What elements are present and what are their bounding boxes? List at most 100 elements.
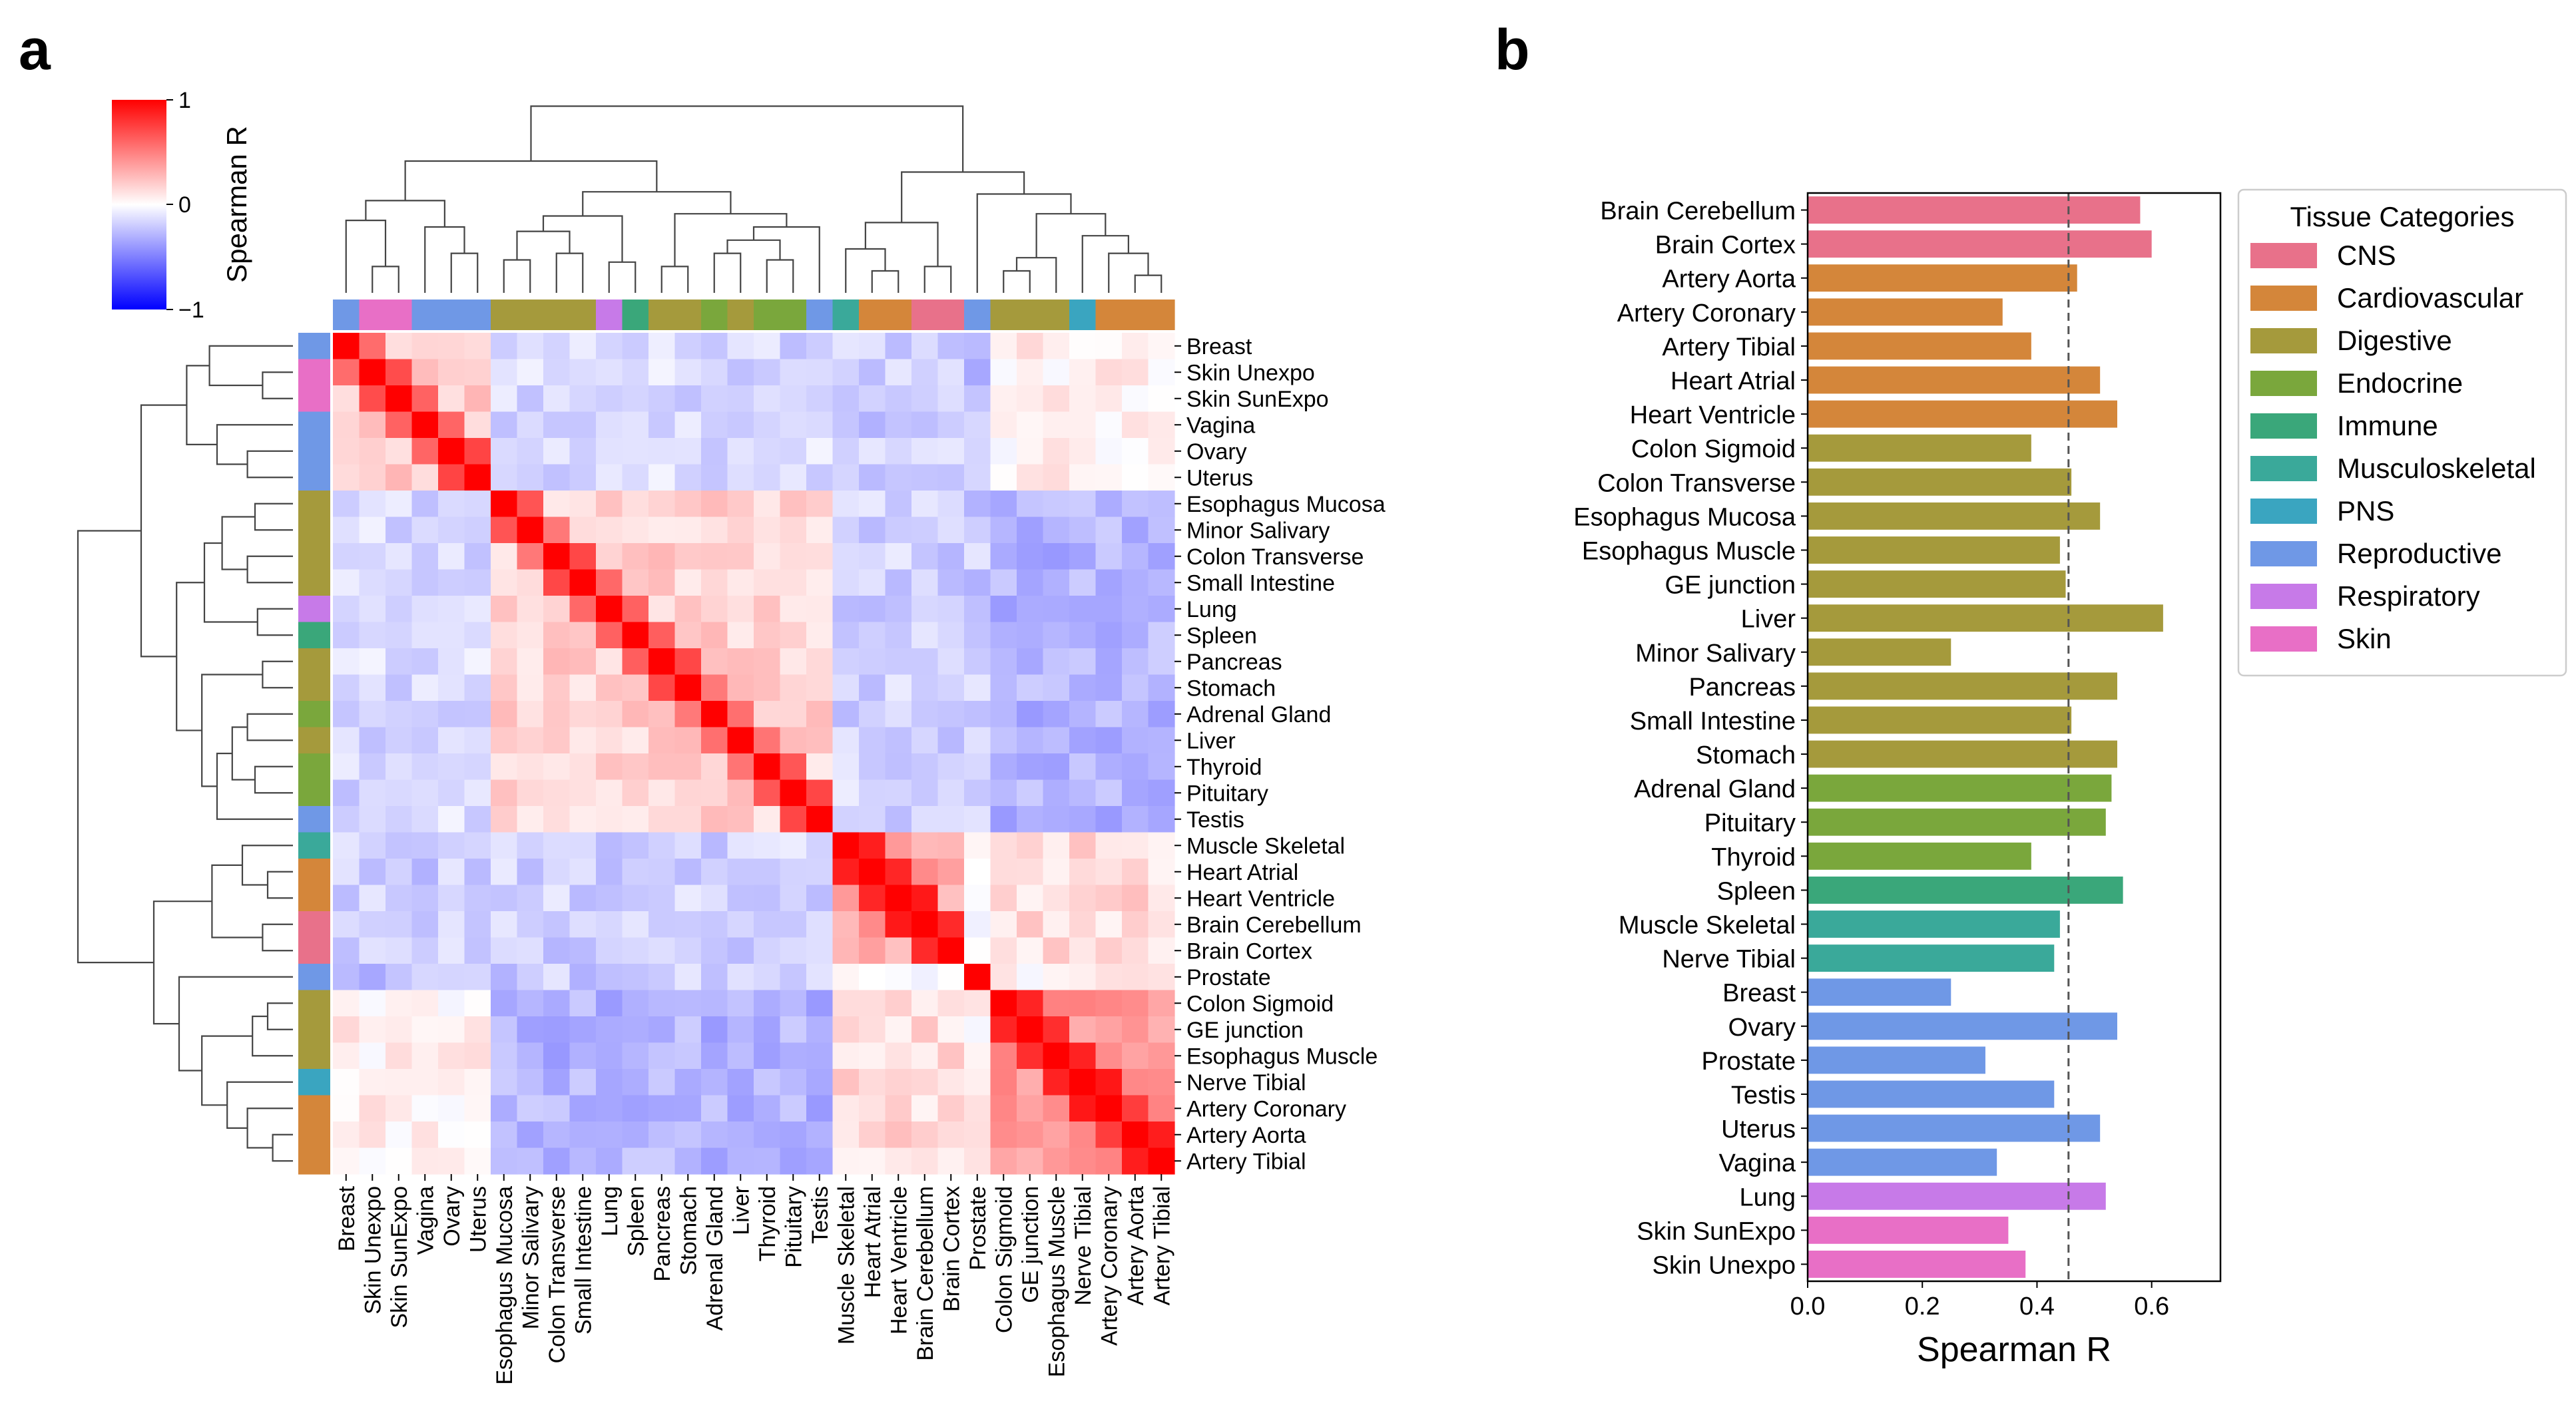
col-category-swatch — [990, 300, 1017, 330]
heatmap-cell — [569, 1147, 597, 1175]
heatmap-cell — [1122, 859, 1149, 886]
heatmap-cell — [859, 701, 886, 728]
heatmap-cell — [491, 648, 518, 676]
bar-ovary — [1808, 1012, 2117, 1040]
row-label-brain-cerebellum: Brain Cerebellum — [1186, 913, 1362, 938]
heatmap-cell — [990, 753, 1017, 781]
heatmap-cell — [648, 622, 676, 649]
row-category-swatch — [298, 911, 330, 938]
heatmap-cell — [911, 385, 939, 413]
heatmap-cell — [596, 964, 623, 991]
heatmap-cell — [543, 569, 571, 596]
heatmap-cell — [911, 806, 939, 833]
heatmap-cell — [517, 648, 544, 676]
heatmap-cell — [1095, 543, 1123, 570]
heatmap-cell — [911, 411, 939, 439]
heatmap-cell — [386, 990, 413, 1017]
row-category-swatch — [298, 1095, 330, 1122]
heatmap-cell — [859, 516, 886, 544]
heatmap-cell — [543, 753, 571, 781]
heatmap-cell — [701, 438, 728, 465]
heatmap-cell — [990, 596, 1017, 623]
heatmap-cell — [806, 674, 834, 702]
heatmap-cell — [754, 832, 781, 859]
heatmap-cell — [333, 727, 360, 754]
heatmap-cell — [411, 964, 439, 991]
heatmap-cell — [1122, 806, 1149, 833]
heatmap-cell — [411, 543, 439, 570]
heatmap-cell — [701, 1016, 728, 1044]
heatmap-cell — [517, 806, 544, 833]
heatmap-cell — [411, 937, 439, 964]
heatmap-cell — [1122, 1069, 1149, 1096]
heatmap-cell — [1017, 1069, 1044, 1096]
heatmap-cell — [911, 885, 939, 912]
col-category-swatch — [806, 300, 834, 330]
heatmap-cell — [1095, 411, 1123, 439]
heatmap-cell — [832, 491, 860, 518]
heatmap-cell — [517, 333, 544, 360]
dendrogram-link — [372, 266, 399, 293]
heatmap-cell — [1017, 885, 1044, 912]
bar-brain-cerebellum — [1808, 196, 2141, 224]
heatmap-cell — [1148, 359, 1175, 386]
heatmap-cell — [1095, 753, 1123, 781]
col-category-swatch — [780, 300, 807, 330]
heatmap-cell — [1122, 885, 1149, 912]
heatmap-cell — [596, 990, 623, 1017]
heatmap-cell — [333, 491, 360, 518]
heatmap-cell — [333, 596, 360, 623]
heatmap-cell — [832, 1095, 860, 1122]
heatmap-cell — [990, 832, 1017, 859]
heatmap-cell — [780, 885, 807, 912]
heatmap-cell — [964, 753, 991, 781]
heatmap-cell — [701, 491, 728, 518]
heatmap-cell — [859, 359, 886, 386]
col-category-swatch — [464, 300, 491, 330]
heatmap-cell — [832, 569, 860, 596]
heatmap-cell — [569, 1042, 597, 1070]
heatmap-cell — [333, 411, 360, 439]
heatmap-cell — [569, 359, 597, 386]
row-category-swatch — [298, 411, 330, 439]
heatmap-cell — [832, 464, 860, 491]
heatmap-cell — [333, 438, 360, 465]
col-category-swatch — [859, 300, 886, 330]
heatmap-cell — [648, 727, 676, 754]
heatmap-cell — [964, 411, 991, 439]
heatmap-cell — [622, 1042, 649, 1070]
dendrogram-link — [516, 230, 571, 260]
heatmap-cell — [674, 1095, 702, 1122]
row-label-breast: Breast — [1186, 334, 1252, 359]
heatmap-cell — [622, 859, 649, 886]
heatmap-cell — [411, 1121, 439, 1149]
heatmap-cell — [622, 701, 649, 728]
heatmap-cell — [1095, 911, 1123, 938]
bar-esophagus-mucosa — [1808, 502, 2101, 530]
heatmap-cell — [727, 648, 754, 676]
heatmap-cell — [859, 438, 886, 465]
heatmap-cell — [911, 464, 939, 491]
heatmap-cell — [727, 464, 754, 491]
row-label-small-intestine: Small Intestine — [1186, 570, 1335, 596]
col-category-swatch — [411, 300, 439, 330]
heatmap-cell — [386, 911, 413, 938]
heatmap-cell — [859, 385, 886, 413]
row-category-swatch — [298, 385, 330, 413]
heatmap-cell — [438, 1121, 465, 1149]
heatmap-cell — [491, 832, 518, 859]
heatmap-cell — [990, 727, 1017, 754]
heatmap-cell — [885, 964, 912, 991]
y-tick-label-muscle-skeletal: Muscle Skeletal — [1619, 912, 1796, 940]
heatmap-cell — [411, 648, 439, 676]
col-category-swatch — [491, 300, 518, 330]
heatmap-cell — [1069, 701, 1097, 728]
heatmap-cell — [911, 1121, 939, 1149]
heatmap-cell — [596, 727, 623, 754]
heatmap-cell — [780, 1121, 807, 1149]
heatmap-cell — [1017, 1016, 1044, 1044]
heatmap-cell — [491, 543, 518, 570]
heatmap-cell — [411, 727, 439, 754]
heatmap-cell — [754, 1042, 781, 1070]
